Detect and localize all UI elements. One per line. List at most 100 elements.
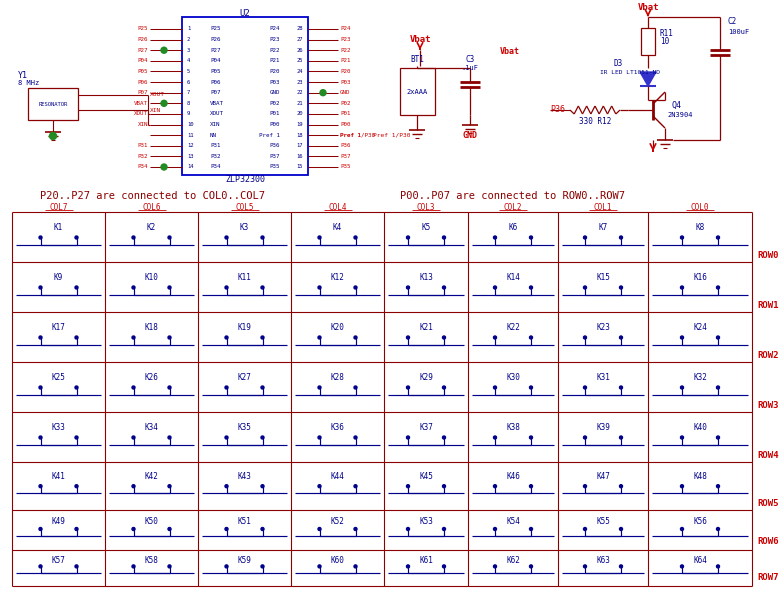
Text: Pref 1: Pref 1 (259, 133, 280, 138)
Circle shape (583, 565, 587, 568)
Text: K11: K11 (237, 273, 251, 282)
Circle shape (530, 336, 533, 339)
Text: C2: C2 (728, 18, 737, 27)
Text: GND: GND (462, 131, 477, 140)
Circle shape (583, 436, 587, 439)
Text: K6: K6 (508, 223, 518, 231)
Circle shape (680, 528, 683, 531)
Text: K60: K60 (330, 556, 344, 565)
Text: P37: P37 (340, 154, 351, 159)
Text: COL0: COL0 (690, 203, 709, 211)
Circle shape (583, 336, 587, 339)
Circle shape (168, 565, 171, 568)
Text: P23: P23 (269, 37, 280, 42)
Circle shape (494, 336, 497, 339)
Text: K56: K56 (693, 518, 707, 527)
Text: K24: K24 (693, 323, 707, 332)
Circle shape (494, 386, 497, 389)
Text: COL1: COL1 (594, 203, 612, 211)
Circle shape (132, 436, 135, 439)
Text: P36: P36 (550, 105, 565, 114)
Text: K30: K30 (506, 372, 520, 382)
Text: BT1: BT1 (410, 55, 424, 65)
Bar (400, 68, 435, 115)
Circle shape (354, 528, 357, 531)
Circle shape (583, 528, 587, 531)
Circle shape (75, 386, 78, 389)
Circle shape (132, 336, 135, 339)
Text: K2: K2 (147, 223, 156, 231)
Text: K63: K63 (596, 556, 610, 565)
Text: P00: P00 (340, 122, 351, 127)
Circle shape (49, 133, 56, 140)
Circle shape (406, 565, 409, 568)
Bar (641, 28, 655, 55)
Circle shape (39, 386, 42, 389)
Text: 11: 11 (187, 133, 194, 138)
Text: 27: 27 (297, 37, 303, 42)
Text: P26: P26 (210, 37, 220, 42)
Circle shape (619, 528, 622, 531)
Text: K22: K22 (506, 323, 520, 332)
Circle shape (168, 386, 171, 389)
Text: P37: P37 (269, 154, 280, 159)
Text: K20: K20 (330, 323, 344, 332)
Text: P32: P32 (137, 154, 148, 159)
Circle shape (680, 336, 683, 339)
Circle shape (261, 565, 264, 568)
Circle shape (75, 565, 78, 568)
Text: K54: K54 (506, 518, 520, 527)
Text: 2N3904: 2N3904 (667, 112, 693, 118)
Text: K4: K4 (333, 223, 342, 231)
Circle shape (583, 236, 587, 239)
Text: P27: P27 (137, 48, 148, 53)
Text: K57: K57 (52, 556, 66, 565)
Text: P05: P05 (210, 69, 220, 74)
Text: Vbat: Vbat (409, 35, 431, 45)
Text: K46: K46 (506, 472, 520, 481)
Circle shape (406, 436, 409, 439)
Circle shape (494, 236, 497, 239)
Text: 22: 22 (297, 90, 303, 95)
Text: 24: 24 (297, 69, 303, 74)
Text: K47: K47 (596, 472, 610, 481)
Text: K34: K34 (144, 422, 159, 432)
Text: 3: 3 (187, 48, 191, 53)
Circle shape (406, 386, 409, 389)
Circle shape (530, 565, 533, 568)
Circle shape (443, 336, 445, 339)
Text: ROW0: ROW0 (757, 250, 779, 260)
Text: Q4: Q4 (671, 101, 681, 110)
Circle shape (619, 565, 622, 568)
Text: K38: K38 (506, 422, 520, 432)
Text: GND: GND (269, 90, 280, 95)
Text: ROW3: ROW3 (757, 401, 779, 409)
Text: P36: P36 (269, 143, 280, 148)
Text: K7: K7 (598, 223, 608, 231)
Text: ROW5: ROW5 (757, 498, 779, 508)
Text: K59: K59 (237, 556, 251, 565)
Text: P02: P02 (340, 101, 351, 106)
Circle shape (494, 485, 497, 488)
Text: K45: K45 (419, 472, 433, 481)
Circle shape (75, 286, 78, 289)
Text: K28: K28 (330, 372, 344, 382)
Circle shape (354, 485, 357, 488)
Circle shape (354, 386, 357, 389)
Text: P07: P07 (210, 90, 220, 95)
Bar (28, 88, 78, 120)
Circle shape (716, 386, 719, 389)
Text: K19: K19 (237, 323, 251, 332)
Text: COL4: COL4 (328, 203, 347, 211)
Circle shape (318, 565, 321, 568)
Circle shape (443, 386, 445, 389)
Text: NN: NN (210, 133, 217, 138)
Text: P02: P02 (269, 101, 280, 106)
Circle shape (168, 528, 171, 531)
Text: K5: K5 (422, 223, 430, 231)
Text: P22: P22 (269, 48, 280, 53)
Text: 28: 28 (297, 27, 303, 31)
Circle shape (406, 236, 409, 239)
Circle shape (530, 436, 533, 439)
Circle shape (443, 236, 445, 239)
